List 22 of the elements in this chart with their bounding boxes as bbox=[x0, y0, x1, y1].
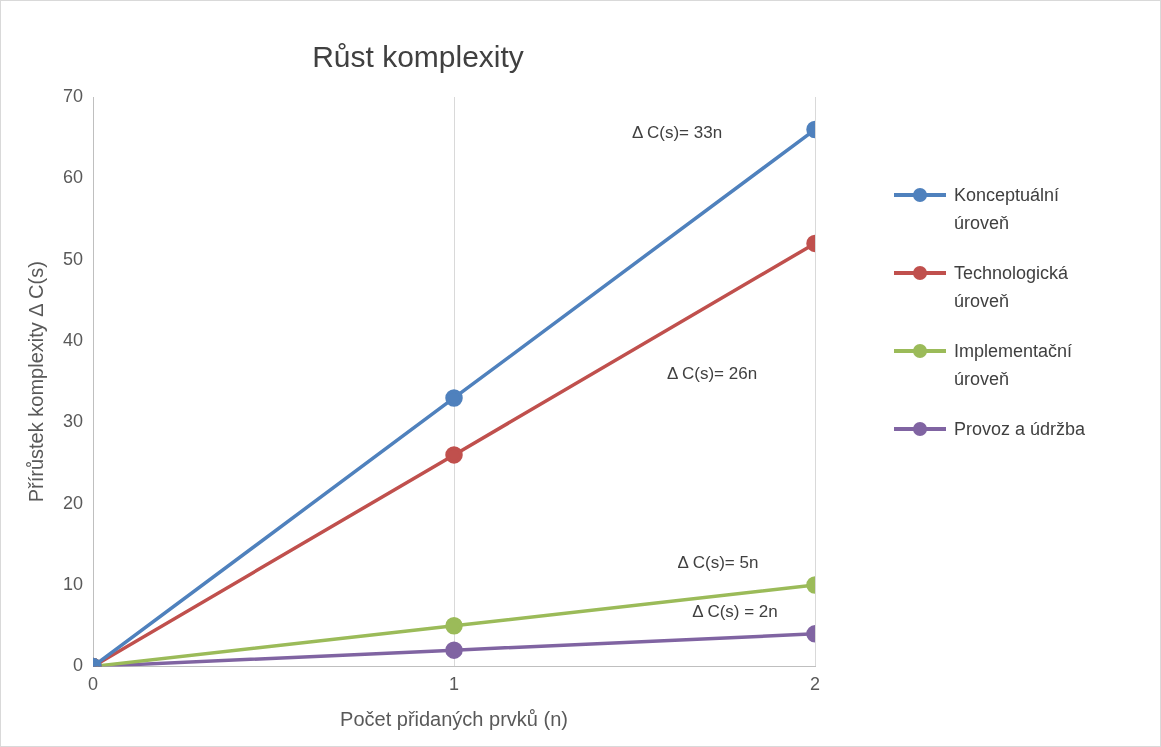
y-tick-label: 40 bbox=[62, 330, 84, 350]
y-tick-label: 50 bbox=[62, 248, 84, 269]
annotation: Δ C(s) = 2n bbox=[692, 601, 778, 621]
annotation: Δ C(s)= 33n bbox=[631, 123, 723, 143]
x-axis-title: Počet přidaných prvků (n) bbox=[340, 707, 568, 730]
x-tick-label: 1 bbox=[449, 674, 460, 695]
x-tick-label: 0 bbox=[88, 674, 99, 695]
legend-label: Konceptuální úroveň bbox=[954, 184, 1061, 235]
annotation: Δ C(s)= 26n bbox=[666, 364, 758, 384]
x-tick-label: 2 bbox=[809, 674, 821, 695]
y-tick-label: 60 bbox=[62, 167, 84, 188]
y-tick-label: 70 bbox=[62, 85, 84, 106]
legend-label: Provoz a údržba bbox=[954, 418, 1087, 441]
y-tick-label: 10 bbox=[62, 574, 84, 595]
legend-label: Technologická úroveň bbox=[954, 262, 1070, 313]
y-tick-label: 20 bbox=[62, 492, 84, 513]
legend-label: Implementační úroveň bbox=[954, 340, 1074, 391]
annotation: Δ C(s)= 5n bbox=[677, 552, 759, 572]
y-tick-label: 0 bbox=[73, 655, 84, 676]
y-tick-label: 30 bbox=[62, 411, 84, 432]
y-axis-title: Přírůstek komplexity Δ C(s) bbox=[24, 261, 47, 503]
chart-title: Růst komplexity bbox=[312, 40, 524, 74]
